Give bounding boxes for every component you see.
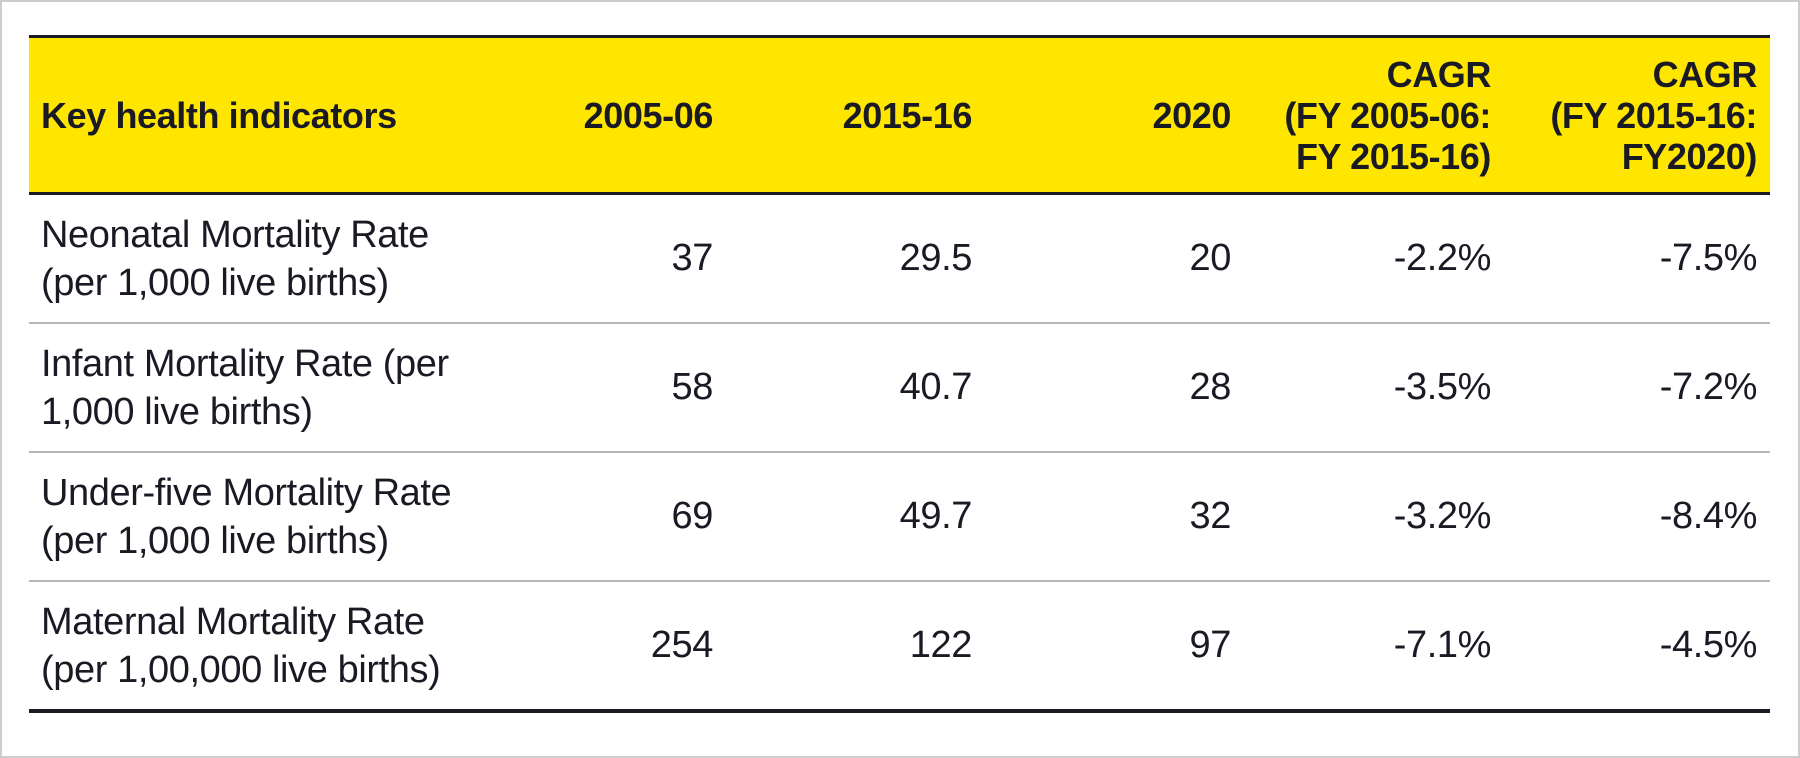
cell-value: 58 <box>474 322 726 452</box>
header-row: Key health indicators 2005-06 2015-16 20… <box>29 35 1770 195</box>
table-row-maternal: Maternal Mortality Rate (per 1,00,000 li… <box>29 580 1770 713</box>
cell-value: 28 <box>985 322 1244 452</box>
row-label: Under-five Mortality Rate (per 1,000 liv… <box>29 451 474 581</box>
table-row-neonatal: Neonatal Mortality Rate (per 1,000 live … <box>29 194 1770 324</box>
cell-value: -2.2% <box>1393 237 1492 279</box>
cell-value: -7.2% <box>1504 322 1770 452</box>
health-indicators-table-container: Key health indicators 2005-06 2015-16 20… <box>29 35 1770 713</box>
cell-value: 20 <box>1189 237 1232 279</box>
header-2020: 2020 <box>985 35 1244 195</box>
row-label: Infant Mortality Rate (per 1,000 live bi… <box>29 322 474 452</box>
row-label: Neonatal Mortality Rate (per 1,000 live … <box>41 213 429 304</box>
cell-value: -8.4% <box>1504 451 1770 581</box>
cell-value: 122 <box>726 580 985 713</box>
cell-value: 49.7 <box>726 451 985 581</box>
cell-value: 40.7 <box>726 322 985 452</box>
cell-value: 32 <box>985 451 1244 581</box>
cell-value: 29.5 <box>899 237 973 279</box>
header-2005-06: 2005-06 <box>474 35 726 195</box>
cell-value: -3.5% <box>1244 322 1504 452</box>
table-row-infant: Infant Mortality Rate (per 1,000 live bi… <box>29 322 1770 452</box>
table-row-under-five: Under-five Mortality Rate (per 1,000 liv… <box>29 451 1770 581</box>
header-cagr-2015-2020: CAGR (FY 2015-16: FY2020) <box>1504 35 1770 195</box>
row-label: Maternal Mortality Rate (per 1,00,000 li… <box>29 580 474 713</box>
cell-value: -7.5% <box>1659 237 1758 279</box>
cell-value: -7.1% <box>1244 580 1504 713</box>
table-body: Neonatal Mortality Rate (per 1,000 live … <box>29 194 1770 713</box>
cell-value: 69 <box>474 451 726 581</box>
header-2015-16: 2015-16 <box>726 35 985 195</box>
cell-value: 37 <box>671 237 714 279</box>
header-cagr-2005-2015: CAGR (FY 2005-06: FY 2015-16) <box>1244 35 1504 195</box>
cell-value: 97 <box>985 580 1244 713</box>
cell-value: 254 <box>474 580 726 713</box>
header-key-health-indicators: Key health indicators <box>29 35 474 195</box>
health-indicators-table: Key health indicators 2005-06 2015-16 20… <box>29 35 1770 713</box>
cell-value: -3.2% <box>1244 451 1504 581</box>
cell-value: -4.5% <box>1504 580 1770 713</box>
table-header: Key health indicators 2005-06 2015-16 20… <box>29 35 1770 195</box>
